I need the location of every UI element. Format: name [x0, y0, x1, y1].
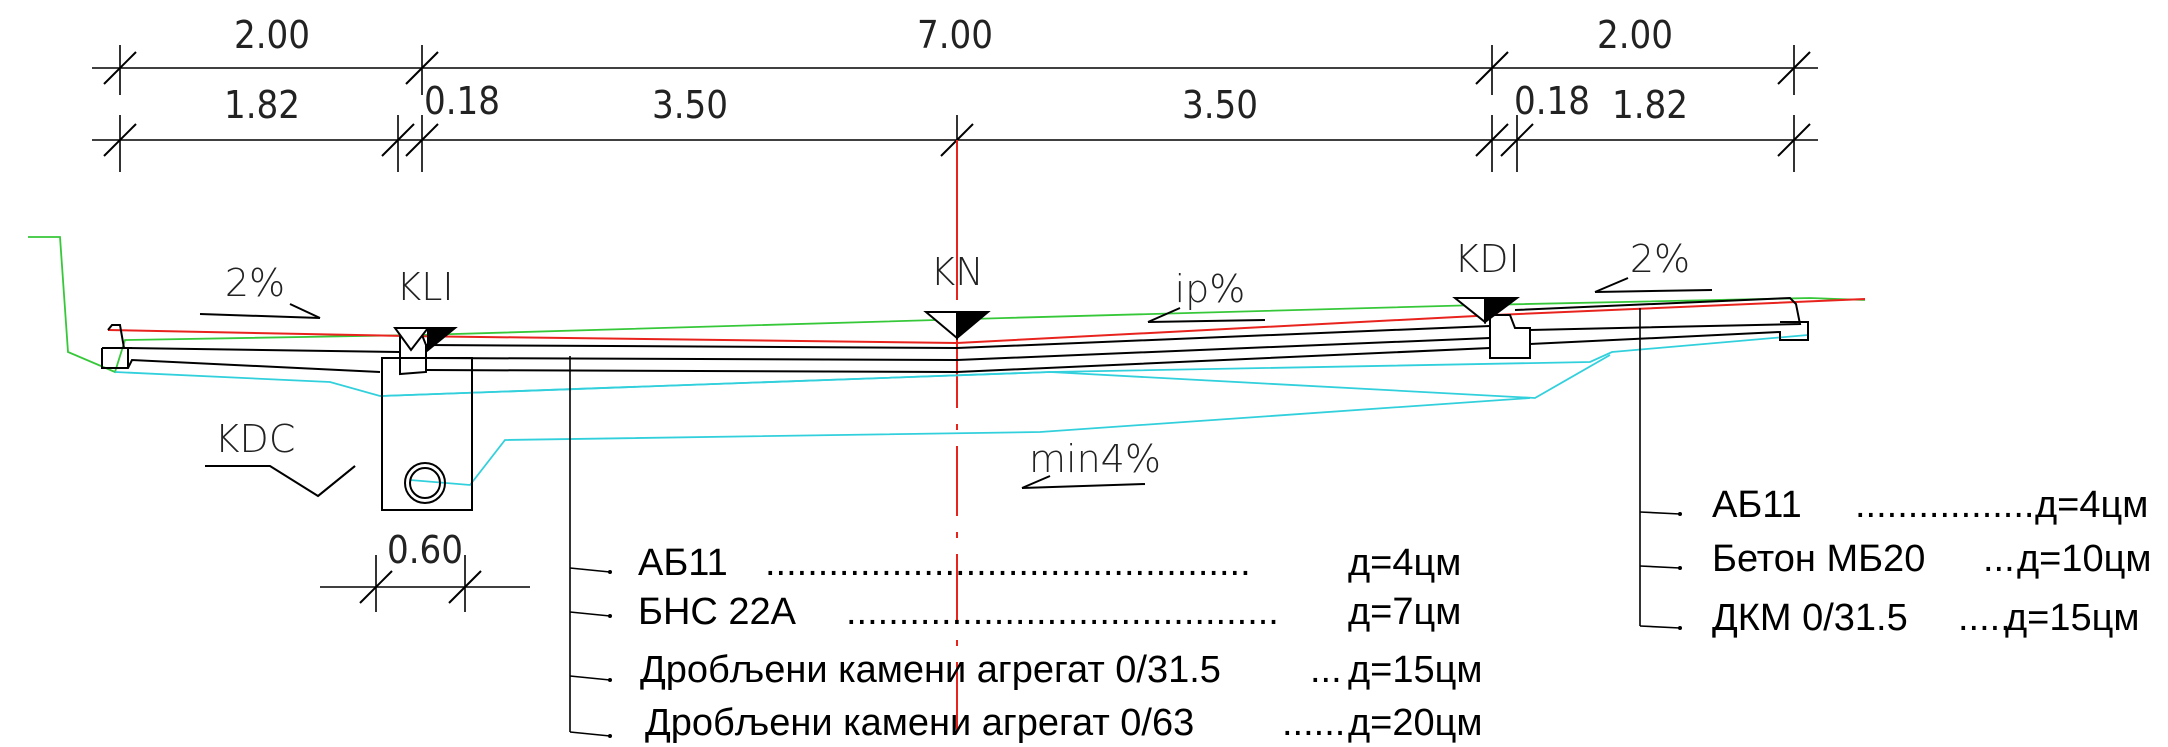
- roadway-layer-4-thickness: д=20цм: [1348, 702, 1483, 744]
- dim-label-left-sidewalk: 1.82: [224, 83, 300, 127]
- left-slope-leader: [199, 313, 321, 319]
- sidewalk-layer-1-thickness: д=4цм: [2035, 484, 2148, 526]
- sidewalk-layer-list: АБ11 ................. д=4цм Бетон МБ20 …: [1712, 484, 2152, 639]
- roadway-layer-3-thickness: д=15цм: [1348, 649, 1483, 691]
- drainage-line: [409, 397, 1531, 486]
- kdc-marker: [205, 465, 356, 498]
- roadway-layer-1-thickness: д=4цм: [1348, 542, 1461, 584]
- roadway-layer-3-dots: ...: [1310, 649, 1342, 691]
- kn-marker: [923, 311, 991, 341]
- dim-label-channel-width: 0.60: [387, 528, 463, 572]
- road-structure: [101, 296, 1809, 511]
- kdi-label: KDI: [1454, 237, 1519, 281]
- subgrade-lower-line: [379, 354, 1611, 399]
- sidewalk-layer-1-dots: .................: [1855, 484, 2034, 526]
- dim-label-right-curb: 0.18: [1514, 79, 1590, 123]
- dim-label-left-width: 2.00: [234, 13, 310, 57]
- roadway-layer-3-name: Дробљени камени агрегат 0/31.5: [640, 649, 1221, 691]
- roadway-layer-list: АБ11 ...................................…: [638, 542, 1483, 744]
- carriageway-slope-leader: [1147, 319, 1266, 323]
- roadway-layer-2-thickness: д=7цм: [1348, 591, 1461, 633]
- right-shoulder-slope: 2%: [1630, 237, 1690, 281]
- drainage-slope-leader: [1021, 483, 1146, 489]
- dim-label-left-curb: 0.18: [424, 79, 500, 123]
- right-slope-leader: [1594, 289, 1713, 293]
- terrain-line: [28, 236, 1866, 374]
- roadway-layer-2-name: БНС 22А: [638, 591, 797, 633]
- dimension-labels: 2.00 7.00 2.00 1.82 0.18 3.50 3.50 0.18 …: [224, 13, 1688, 572]
- kdc-label: KDC: [215, 417, 296, 461]
- dim-label-right-lane: 3.50: [1182, 83, 1258, 127]
- sidewalk-layer-3-thickness: д=15цм: [2005, 597, 2140, 639]
- carriageway-slope: ip%: [1175, 267, 1246, 311]
- dim-label-right-sidewalk: 1.82: [1612, 83, 1688, 127]
- kdi-marker: [1452, 297, 1520, 325]
- roadway-layer-1-dots: ........................................…: [765, 542, 1251, 584]
- roadway-layer-4-dots: ......: [1282, 702, 1345, 744]
- drainage-slope: min4%: [1029, 437, 1161, 481]
- roadway-layer-4-name: Дробљени камени агрегат 0/63: [645, 702, 1194, 744]
- dim-label-right-width: 2.00: [1597, 13, 1673, 57]
- design-grade-line: [107, 298, 1866, 345]
- roadway-layer-1-name: АБ11: [638, 542, 728, 584]
- kli-label: KLI: [396, 265, 453, 309]
- roadway-layer-2-dots: ........................................…: [846, 591, 1279, 633]
- sidewalk-layer-leader: [1639, 308, 1682, 630]
- sidewalk-layer-2-dots: ...: [1983, 538, 2015, 580]
- dim-label-center-width: 7.00: [917, 13, 993, 57]
- kn-label: KN: [930, 250, 983, 294]
- sidewalk-layer-3-dots: .....: [1958, 597, 2011, 639]
- sidewalk-layer-1-name: АБ11: [1712, 484, 1802, 526]
- roadway-layer-leader: [569, 356, 612, 738]
- sidewalk-layer-2-name: Бетон МБ20: [1712, 538, 1925, 580]
- kli-marker: [393, 327, 458, 353]
- dim-label-left-lane: 3.50: [652, 83, 728, 127]
- sidewalk-layer-3-name: ДКМ 0/31.5: [1712, 597, 1908, 639]
- left-shoulder-slope: 2%: [225, 261, 285, 305]
- sidewalk-layer-2-thickness: д=10цм: [2017, 538, 2152, 580]
